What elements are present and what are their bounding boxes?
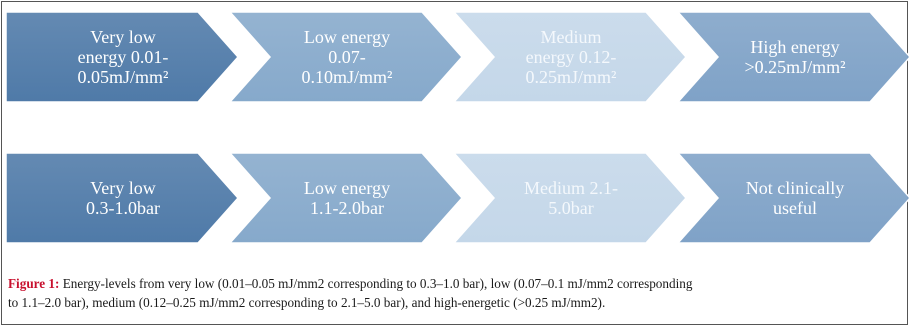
pressure-medium-label-line: Medium 2.1- [524,178,618,198]
caption-text-line-1: Energy-levels from very low (0.01–0.05 m… [59,276,693,291]
energy-very-low-arrow: Very low energy 0.01- 0.05mJ/mm² [5,11,240,103]
energy-low-energy-label-line: 0.10mJ/mm² [301,67,393,87]
pressure-medium-label: Medium 2.1- 5.0bar [498,153,644,243]
energy-low-energy-arrow: Low energy 0.07- 0.10mJ/mm² [228,11,464,103]
energy-high-energy-label-line: >0.25mJ/mm² [744,57,846,77]
energy-very-low-chevron-fill [5,11,240,103]
energy-high-energy-label-line: High energy [750,37,840,57]
pressure-low-energy-label-line: 1.1-2.0bar [310,198,384,218]
energy-medium-energy-label-line: 0.25mJ/mm² [525,67,617,87]
energy-very-low-label-line: Very low [90,27,156,47]
pressure-low-energy-chevron-shape [228,152,464,244]
energy-low-energy-label-line: 0.07- [328,47,366,67]
energy-medium-energy-label-line: Medium [540,27,602,47]
energy-low-energy-chevron-fill [228,11,464,103]
energy-low-energy-chevron-shape [228,11,464,103]
pressure-very-low-label: Very low 0.3-1.0bar [50,153,196,243]
energy-very-low-label: Very low energy 0.01- 0.05mJ/mm² [50,12,196,102]
pressure-row: Very low 0.3-1.0bar Low energy 1.1-2.0bar Me… [5,152,911,244]
pressure-medium-label-line: 5.0bar [548,198,594,218]
energy-high-energy-chevron-shape [676,11,911,103]
pressure-not-clinically-useful-arrow: Not clinically useful [676,152,911,244]
pressure-low-energy-label: Low energy 1.1-2.0bar [274,153,420,243]
energy-density-row: Very low energy 0.01- 0.05mJ/mm² Low energy… [5,11,911,103]
energy-medium-energy-label: Medium energy 0.12- 0.25mJ/mm² [498,12,644,102]
pressure-low-energy-label-line: Low energy [303,178,391,198]
energy-very-low-chevron-shape [5,11,240,103]
figure-caption: Figure 1: Energy-levels from very low (0… [8,274,908,312]
energy-very-low-label-line: 0.05mJ/mm² [77,67,169,87]
pressure-medium-chevron-fill [452,152,688,244]
caption-label: Figure 1: [8,276,60,291]
energy-very-low-label-line: energy 0.01- [77,47,169,67]
pressure-medium-chevron-shape [452,152,688,244]
energy-medium-energy-label-line: energy 0.12- [525,47,617,67]
energy-low-energy-label: Low energy 0.07- 0.10mJ/mm² [274,12,420,102]
energy-medium-energy-chevron-fill [452,11,688,103]
pressure-not-clinically-useful-chevron-fill [676,152,911,244]
pressure-low-energy-chevron-fill [228,152,464,244]
pressure-not-clinically-useful-chevron-shape [676,152,911,244]
pressure-very-low-label-line: Very low [90,178,156,198]
pressure-not-clinically-useful-label-line: useful [772,198,817,218]
energy-high-energy-label: High energy >0.25mJ/mm² [722,12,868,102]
pressure-very-low-chevron-fill [5,152,240,244]
caption-text-line-2: to 1.1–2.0 bar), medium (0.12–0.25 mJ/mm… [8,295,606,310]
pressure-very-low-chevron-shape [5,152,240,244]
energy-high-energy-chevron-fill [676,11,911,103]
pressure-very-low-arrow: Very low 0.3-1.0bar [5,152,240,244]
pressure-low-energy-arrow: Low energy 1.1-2.0bar [228,152,464,244]
energy-high-energy-arrow: High energy >0.25mJ/mm² [676,11,911,103]
energy-medium-energy-arrow: Medium energy 0.12- 0.25mJ/mm² [452,11,688,103]
pressure-medium-arrow: Medium 2.1- 5.0bar [452,152,688,244]
pressure-not-clinically-useful-label: Not clinically useful [722,153,868,243]
pressure-very-low-label-line: 0.3-1.0bar [86,198,160,218]
pressure-not-clinically-useful-label-line: Not clinically [745,178,845,198]
energy-medium-energy-chevron-shape [452,11,688,103]
energy-low-energy-label-line: Low energy [303,27,391,47]
